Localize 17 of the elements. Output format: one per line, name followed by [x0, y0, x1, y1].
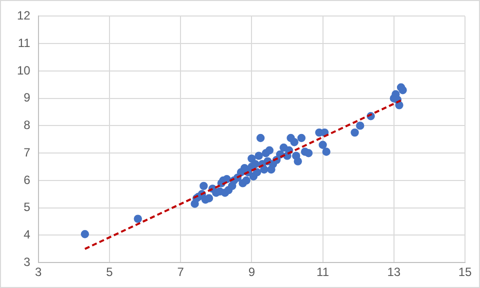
- y-tick-label: 12: [16, 8, 31, 23]
- x-tick-label: 15: [458, 265, 472, 280]
- y-tick-label: 3: [24, 254, 31, 269]
- x-tick-label: 13: [387, 265, 401, 280]
- y-tick-label: 5: [24, 200, 31, 214]
- x-tick-label: 11: [316, 265, 330, 280]
- x-tick-label: 9: [248, 265, 256, 280]
- y-tick-label: 11: [18, 36, 31, 50]
- y-tick-label: 6: [24, 172, 31, 187]
- x-tick-label: 7: [177, 265, 184, 280]
- y-tick-label: 4: [24, 228, 31, 242]
- y-tick-label: 7: [24, 145, 31, 160]
- x-tick-label: 5: [106, 265, 114, 280]
- y-tick-label: 9: [24, 90, 31, 105]
- x-tick-label: 3: [35, 265, 42, 280]
- y-tick-label: 8: [24, 118, 31, 132]
- y-tick-label: 10: [16, 63, 31, 78]
